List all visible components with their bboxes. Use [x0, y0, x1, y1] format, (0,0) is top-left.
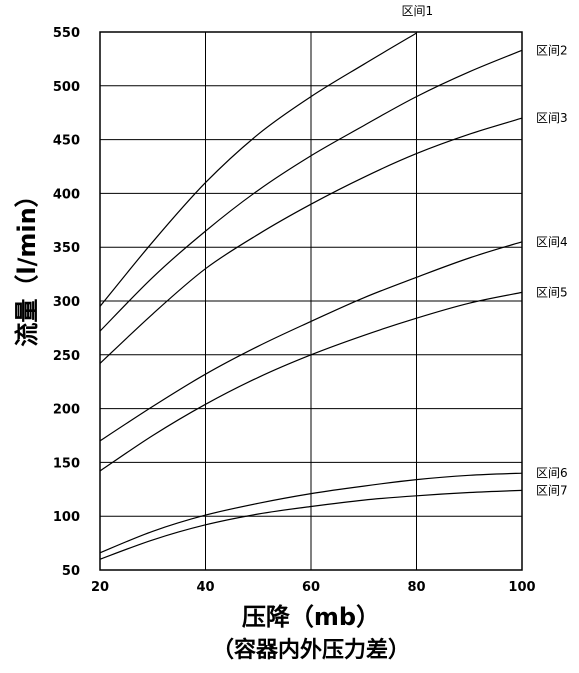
x-tick-label: 60: [302, 580, 320, 595]
series-label-1: 区间1: [402, 4, 434, 18]
y-tick-label: 150: [53, 456, 80, 471]
y-tick-label: 550: [53, 26, 80, 41]
series-label-5: 区间5: [536, 285, 568, 299]
y-tick-label: 350: [53, 241, 80, 256]
plot-frame: [99, 31, 523, 571]
grid-lines: [100, 32, 522, 570]
series-curve-7: [99, 489, 523, 560]
series-curve-4: [99, 241, 523, 442]
y-tick-label: 250: [53, 349, 80, 364]
series-curve-3: [99, 117, 523, 364]
y-tick-label: 100: [53, 510, 80, 525]
series-label-4: 区间4: [536, 235, 568, 249]
series-curves: [99, 32, 523, 560]
series-curve-5: [99, 291, 523, 472]
x-axis-title: 压降（mb）: [242, 603, 380, 631]
series-curve-2: [99, 49, 523, 332]
x-tick-labels: 20 40 60 80 100: [91, 580, 536, 595]
x-tick-label: 20: [91, 580, 109, 595]
series-label-6: 区间6: [536, 466, 568, 480]
y-axis-title: 流量（l/min）: [13, 183, 41, 346]
series-label-2: 区间2: [536, 43, 568, 57]
x-tick-label: 100: [508, 580, 535, 595]
y-tick-label: 50: [62, 564, 80, 579]
x-axis-subtitle: （容器内外压力差）: [212, 637, 410, 663]
y-tick-label: 500: [53, 80, 80, 95]
series-label-7: 区间7: [536, 483, 568, 497]
series-curve-6: [99, 472, 523, 554]
y-tick-label: 400: [53, 187, 80, 202]
y-tick-label: 200: [53, 403, 80, 418]
series-labels: 区间1 区间2 区间3 区间4 区间5 区间6 区间7: [402, 4, 568, 497]
x-tick-label: 40: [196, 580, 214, 595]
series-curve-1: [99, 32, 417, 307]
y-tick-label: 300: [53, 295, 80, 310]
series-label-3: 区间3: [536, 111, 568, 125]
y-tick-label: 450: [53, 134, 80, 149]
x-tick-label: 80: [407, 580, 425, 595]
y-tick-labels: 50 100 150 200 250 300 350 400 450 500 550: [53, 26, 80, 579]
